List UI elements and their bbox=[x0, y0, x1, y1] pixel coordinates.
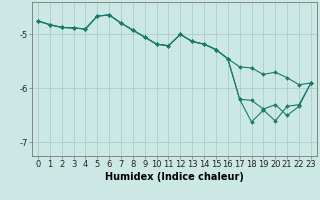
X-axis label: Humidex (Indice chaleur): Humidex (Indice chaleur) bbox=[105, 172, 244, 182]
